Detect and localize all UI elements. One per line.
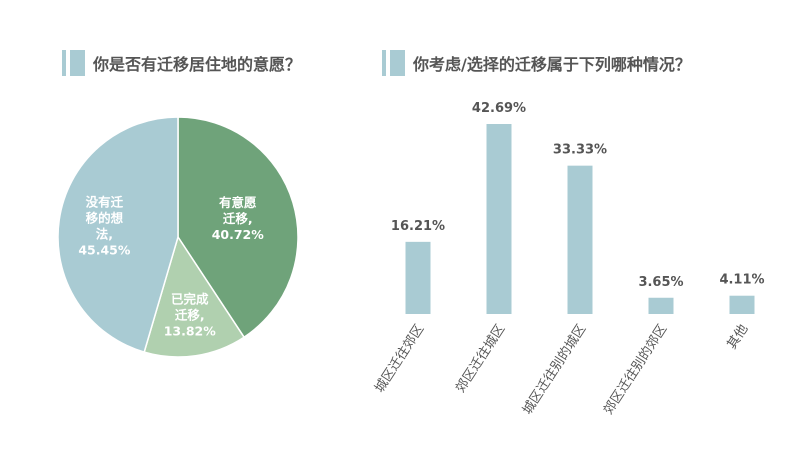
left-chart-title: 你是否有迁移居住地的意愿？ [93, 55, 302, 74]
bar-category-label: 郊区迁往城区 [452, 321, 508, 395]
bar-category-label: 城区迁往郊区 [371, 321, 427, 395]
heading-accent-thin [382, 50, 386, 76]
bar [567, 165, 593, 314]
bar [486, 124, 512, 314]
pie-slice [57, 116, 179, 354]
right-chart-title: 你考虑/选择的迁移属于下列哪种情况？ [413, 55, 691, 74]
pie-slice-label: 没有迁 [86, 194, 124, 209]
pie-value-label: 13.82% [164, 323, 217, 338]
bar-value-label: 42.69% [472, 101, 526, 116]
bar [648, 297, 674, 314]
pie-slice-label: 已完成 [171, 291, 209, 306]
bar-value-label: 16.21% [391, 219, 445, 234]
heading-accent-thick [390, 50, 405, 76]
pie-slice-label: 移的想 [86, 210, 124, 225]
heading-accent-bars [62, 50, 85, 76]
heading-accent-thin [62, 50, 66, 76]
pie-slice-label: 迁移, [223, 211, 253, 226]
left-chart-heading: 你是否有迁移居住地的意愿？ [62, 50, 301, 76]
bar-value-label: 4.11% [719, 273, 764, 288]
bar-category-label: 城区迁往别的城区 [519, 321, 589, 417]
bar-value-label: 3.65% [638, 275, 683, 290]
pie-slice-label: 迁移, [175, 307, 205, 322]
bar-value-label: 33.33% [553, 143, 607, 158]
pie-value-label: 40.72% [212, 227, 265, 242]
bar [405, 241, 431, 314]
bar-category-label: 其他 [725, 322, 752, 352]
heading-accent-thick [70, 50, 85, 76]
bar-category-label: 郊区迁往别的郊区 [600, 321, 670, 417]
pie-slice [143, 235, 246, 358]
bar [729, 295, 755, 314]
right-chart-heading: 你考虑/选择的迁移属于下列哪种情况？ [382, 50, 691, 76]
pie-slice-label: 有意愿 [219, 195, 257, 210]
heading-accent-bars [382, 50, 405, 76]
pie-slice-label: 法, [96, 226, 113, 241]
pie-value-label: 45.45% [78, 242, 131, 257]
